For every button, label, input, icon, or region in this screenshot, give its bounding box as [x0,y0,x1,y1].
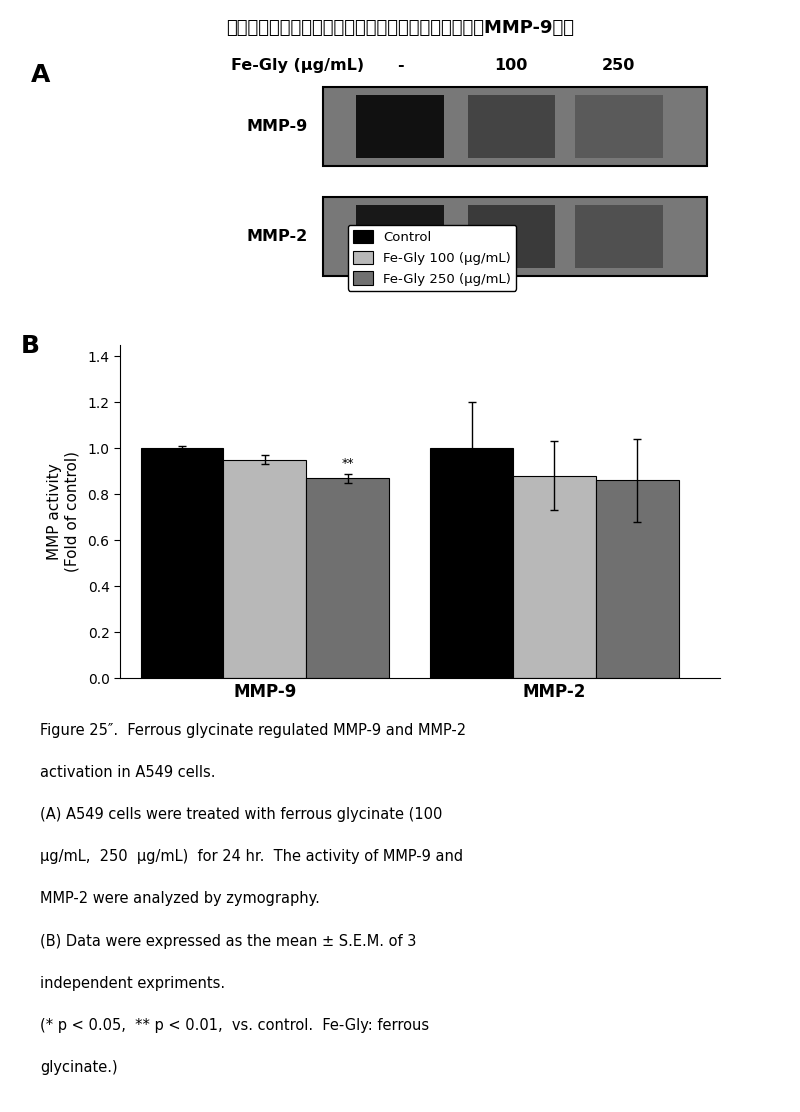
Bar [141,448,223,678]
Bar [223,459,306,678]
Y-axis label: MMP activity
(Fold of control): MMP activity (Fold of control) [47,451,79,572]
Text: MMP-9: MMP-9 [246,119,308,135]
Text: MMP-2: MMP-2 [246,229,308,245]
Text: A: A [31,63,50,87]
Bar [430,448,513,678]
Text: 100: 100 [494,58,528,72]
Bar [306,478,389,678]
FancyBboxPatch shape [356,205,444,268]
Legend: Control, Fe-Gly 100 (μg/mL), Fe-Gly 250 (μg/mL): Control, Fe-Gly 100 (μg/mL), Fe-Gly 250 … [348,225,516,291]
Text: activation in A549 cells.: activation in A549 cells. [40,765,215,781]
FancyBboxPatch shape [356,95,444,158]
Text: (A) A549 cells were treated with ferrous glycinate (100: (A) A549 cells were treated with ferrous… [40,807,442,823]
Text: -: - [397,58,403,72]
FancyBboxPatch shape [467,95,555,158]
Text: Figure 25″.  Ferrous glycinate regulated MMP-9 and MMP-2: Figure 25″. Ferrous glycinate regulated … [40,723,466,738]
Text: B: B [21,334,40,358]
Bar [513,476,596,678]
Bar [596,480,678,678]
Text: MMP-2 were analyzed by zymography.: MMP-2 were analyzed by zymography. [40,892,320,906]
Text: glycinate.): glycinate.) [40,1060,118,1074]
Text: (* p < 0.05,  ** p < 0.01,  vs. control.  Fe-Gly: ferrous: (* p < 0.05, ** p < 0.01, vs. control. F… [40,1017,429,1033]
Text: independent expriments.: independent expriments. [40,975,225,991]
FancyBboxPatch shape [467,205,555,268]
Text: 250: 250 [602,58,635,72]
FancyBboxPatch shape [323,88,707,166]
FancyBboxPatch shape [575,95,662,158]
FancyBboxPatch shape [323,198,707,276]
Text: 【甘胺酸蟯合鐵抑制人類肺癌細胞「轉移功能性蛋白－MMP-9」】: 【甘胺酸蟯合鐵抑制人類肺癌細胞「轉移功能性蛋白－MMP-9」】 [226,19,574,37]
FancyBboxPatch shape [575,205,662,268]
Text: (B) Data were expressed as the mean ± S.E.M. of 3: (B) Data were expressed as the mean ± S.… [40,934,416,949]
Text: **: ** [342,457,354,470]
Text: μg/mL,  250  μg/mL)  for 24 hr.  The activity of MMP-9 and: μg/mL, 250 μg/mL) for 24 hr. The activit… [40,850,463,864]
Text: Fe-Gly (μg/mL): Fe-Gly (μg/mL) [231,58,364,72]
